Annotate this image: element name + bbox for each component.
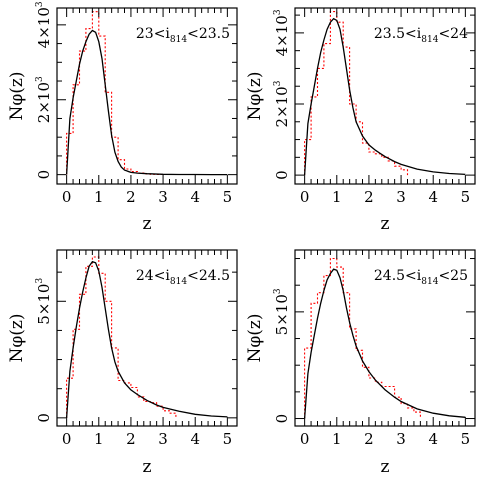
y-tick-label-4: 5×103 [273,288,292,335]
x-tick-label-3: 5 [223,430,233,448]
histogram-2 [304,11,409,176]
model-curve-4 [303,268,466,419]
x-tick-label-2: 1 [332,188,342,206]
y-tick-label-2: 4×103 [273,9,292,56]
x-tick-label-1: 0 [62,188,72,206]
model-curve-1 [65,29,228,176]
x-tick-label-1: 1 [94,188,104,206]
panel-1: Nφ(z) z 23<i814<23.5 0 1 2 3 4 5 0 2×103 4×103 [7,1,238,234]
x-tick-label-3: 3 [158,430,168,448]
panel-label-1: 23<i814<23.5 [136,26,230,45]
y-tick-label-1: 4×103 [35,1,54,48]
xlabel-title-4: z [381,457,390,477]
x-tick-label-1: 2 [126,188,136,206]
x-tick-label-3: 1 [94,430,104,448]
x-tick-label-2: 2 [364,188,374,206]
plot-frame-3 [56,249,238,427]
panel-3-ylabel: Nφ(z) [7,314,27,363]
model-curve-3 [65,260,228,418]
x-tick-label-2: 4 [428,188,438,206]
ylabel-title-3: Nφ(z) [7,314,27,363]
x-tick-label-4: 3 [396,430,406,448]
x-tick-label-2: 3 [396,188,406,206]
panel-3: Nφ(z) z 24<i814<24.5 0 1 2 3 4 5 0 5×103 [7,249,238,477]
x-tick-label-2: 0 [300,188,310,206]
xlabel-title-1: z [143,214,152,234]
y-tick-label-3: 5×103 [35,278,54,325]
x-tick-label-3: 0 [62,430,72,448]
x-tick-label-3: 4 [190,430,200,448]
plot-frame-4 [294,249,476,427]
y-tick-label-2: 2×103 [273,80,292,127]
x-tick-label-4: 1 [332,430,342,448]
y-tick-label-3: 0 [35,413,53,423]
histogram-3 [66,256,177,418]
ylabel-title-2: Nφ(z) [245,72,265,121]
ylabel-title-4: Nφ(z) [245,314,265,363]
x-tick-label-1: 4 [190,188,200,206]
x-tick-label-1: 3 [158,188,168,206]
panel-label-2: 23.5<i814<24 [374,26,468,45]
x-tick-label-1: 5 [223,188,233,206]
y-tick-label-1: 2×103 [35,76,54,123]
plot-frame-1 [56,7,238,185]
x-tick-label-4: 4 [428,430,438,448]
x-tick-label-4: 0 [300,430,310,448]
x-tick-label-4: 2 [364,430,374,448]
panel-4-ylabel: Nφ(z) [245,314,265,363]
x-tick-label-4: 5 [461,430,471,448]
y-tick-label-1: 0 [35,170,53,180]
y-tick-label-4: 0 [273,414,291,424]
xlabel-title-3: z [143,457,152,477]
panel-2-ylabel: Nφ(z) [245,72,265,121]
model-curve-2 [303,17,466,176]
panel-2: Nφ(z) z 23.5<i814<24 0 1 2 3 4 5 0 2×103 4×103 [245,7,476,234]
panel-1-ylabel: Nφ(z) [7,72,27,121]
x-tick-label-2: 5 [461,188,471,206]
xlabel-title-2: z [381,214,390,234]
x-tick-label-3: 2 [126,430,136,448]
ylabel-title-1: Nφ(z) [7,72,27,121]
panel-label-3: 24<i814<24.5 [136,268,230,287]
panel-4: Nφ(z) z 24.5<i814<25 0 1 2 3 4 5 0 5×103 [245,249,476,477]
y-tick-label-2: 0 [273,170,291,180]
plot-frame-2 [294,7,476,185]
histogram-1 [66,11,164,176]
panel-label-4: 24.5<i814<25 [374,268,468,287]
